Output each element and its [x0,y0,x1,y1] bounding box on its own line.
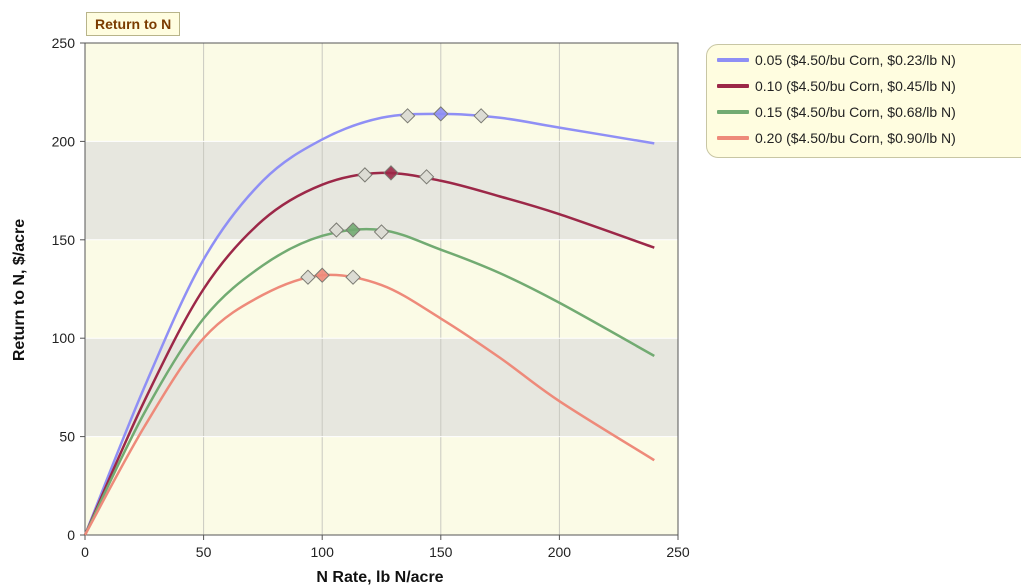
series-line [83,112,655,536]
legend: 0.05 ($4.50/bu Corn, $0.23/lb N) 0.10 ($… [706,44,1021,158]
series-marker [418,169,435,185]
legend-swatch [717,136,749,140]
x-axis-ticks: 0 50 100 150 200 250 [81,535,690,560]
plot-frame [84,42,679,536]
legend-item: 0.10 ($4.50/bu Corn, $0.45/lb N) [717,76,956,96]
x-tick-label: 200 [548,544,572,560]
series-marker [300,269,316,285]
legend-item: 0.15 ($4.50/bu Corn, $0.68/lb N) [717,102,956,122]
plot-band [85,239,678,339]
y-tick-label: 250 [52,35,76,51]
gridlines [85,43,678,535]
legend-swatch [717,58,749,62]
y-tick-label: 100 [52,330,76,346]
legend-item: 0.05 ($4.50/bu Corn, $0.23/lb N) [717,50,956,70]
legend-label: 0.10 ($4.50/bu Corn, $0.45/lb N) [755,78,956,94]
x-axis-title: N Rate, lb N/acre [316,569,443,586]
y-axis-ticks: 0 50 100 150 200 250 [52,35,85,543]
y-tick-label: 0 [67,527,75,543]
legend-swatch [717,110,749,114]
series-line [83,171,655,536]
series-marker [383,165,399,181]
plot-band [85,43,678,142]
plot-background-bands [85,43,678,535]
legend-item: 0.20 ($4.50/bu Corn, $0.90/lb N) [717,128,956,148]
series-marker [373,224,390,240]
legend-label: 0.20 ($4.50/bu Corn, $0.90/lb N) [755,130,956,146]
plot-band [85,141,678,240]
chart-title: Return to N [86,12,181,36]
x-tick-label: 150 [429,544,453,560]
y-tick-label: 150 [52,232,76,248]
series-marker [314,267,330,283]
series-marker [433,106,449,122]
series-line [83,273,655,536]
series-marker [345,269,361,285]
plot-band [85,436,678,535]
series-marker [328,222,345,238]
plot-band [85,338,678,437]
y-tick-label: 50 [59,429,75,445]
series-markers [300,106,489,285]
x-tick-label: 50 [196,544,212,560]
x-tick-label: 250 [666,544,690,560]
series-marker [473,108,489,124]
y-axis-title: Return to N, $/acre [11,219,28,361]
legend-label: 0.05 ($4.50/bu Corn, $0.23/lb N) [755,52,956,68]
series-marker [357,167,373,183]
series-marker [345,222,361,238]
series-marker [399,108,416,124]
y-tick-label: 200 [52,133,76,149]
x-tick-label: 0 [81,544,89,560]
x-tick-label: 100 [311,544,335,560]
legend-swatch [717,84,749,88]
legend-label: 0.15 ($4.50/bu Corn, $0.68/lb N) [755,104,956,120]
